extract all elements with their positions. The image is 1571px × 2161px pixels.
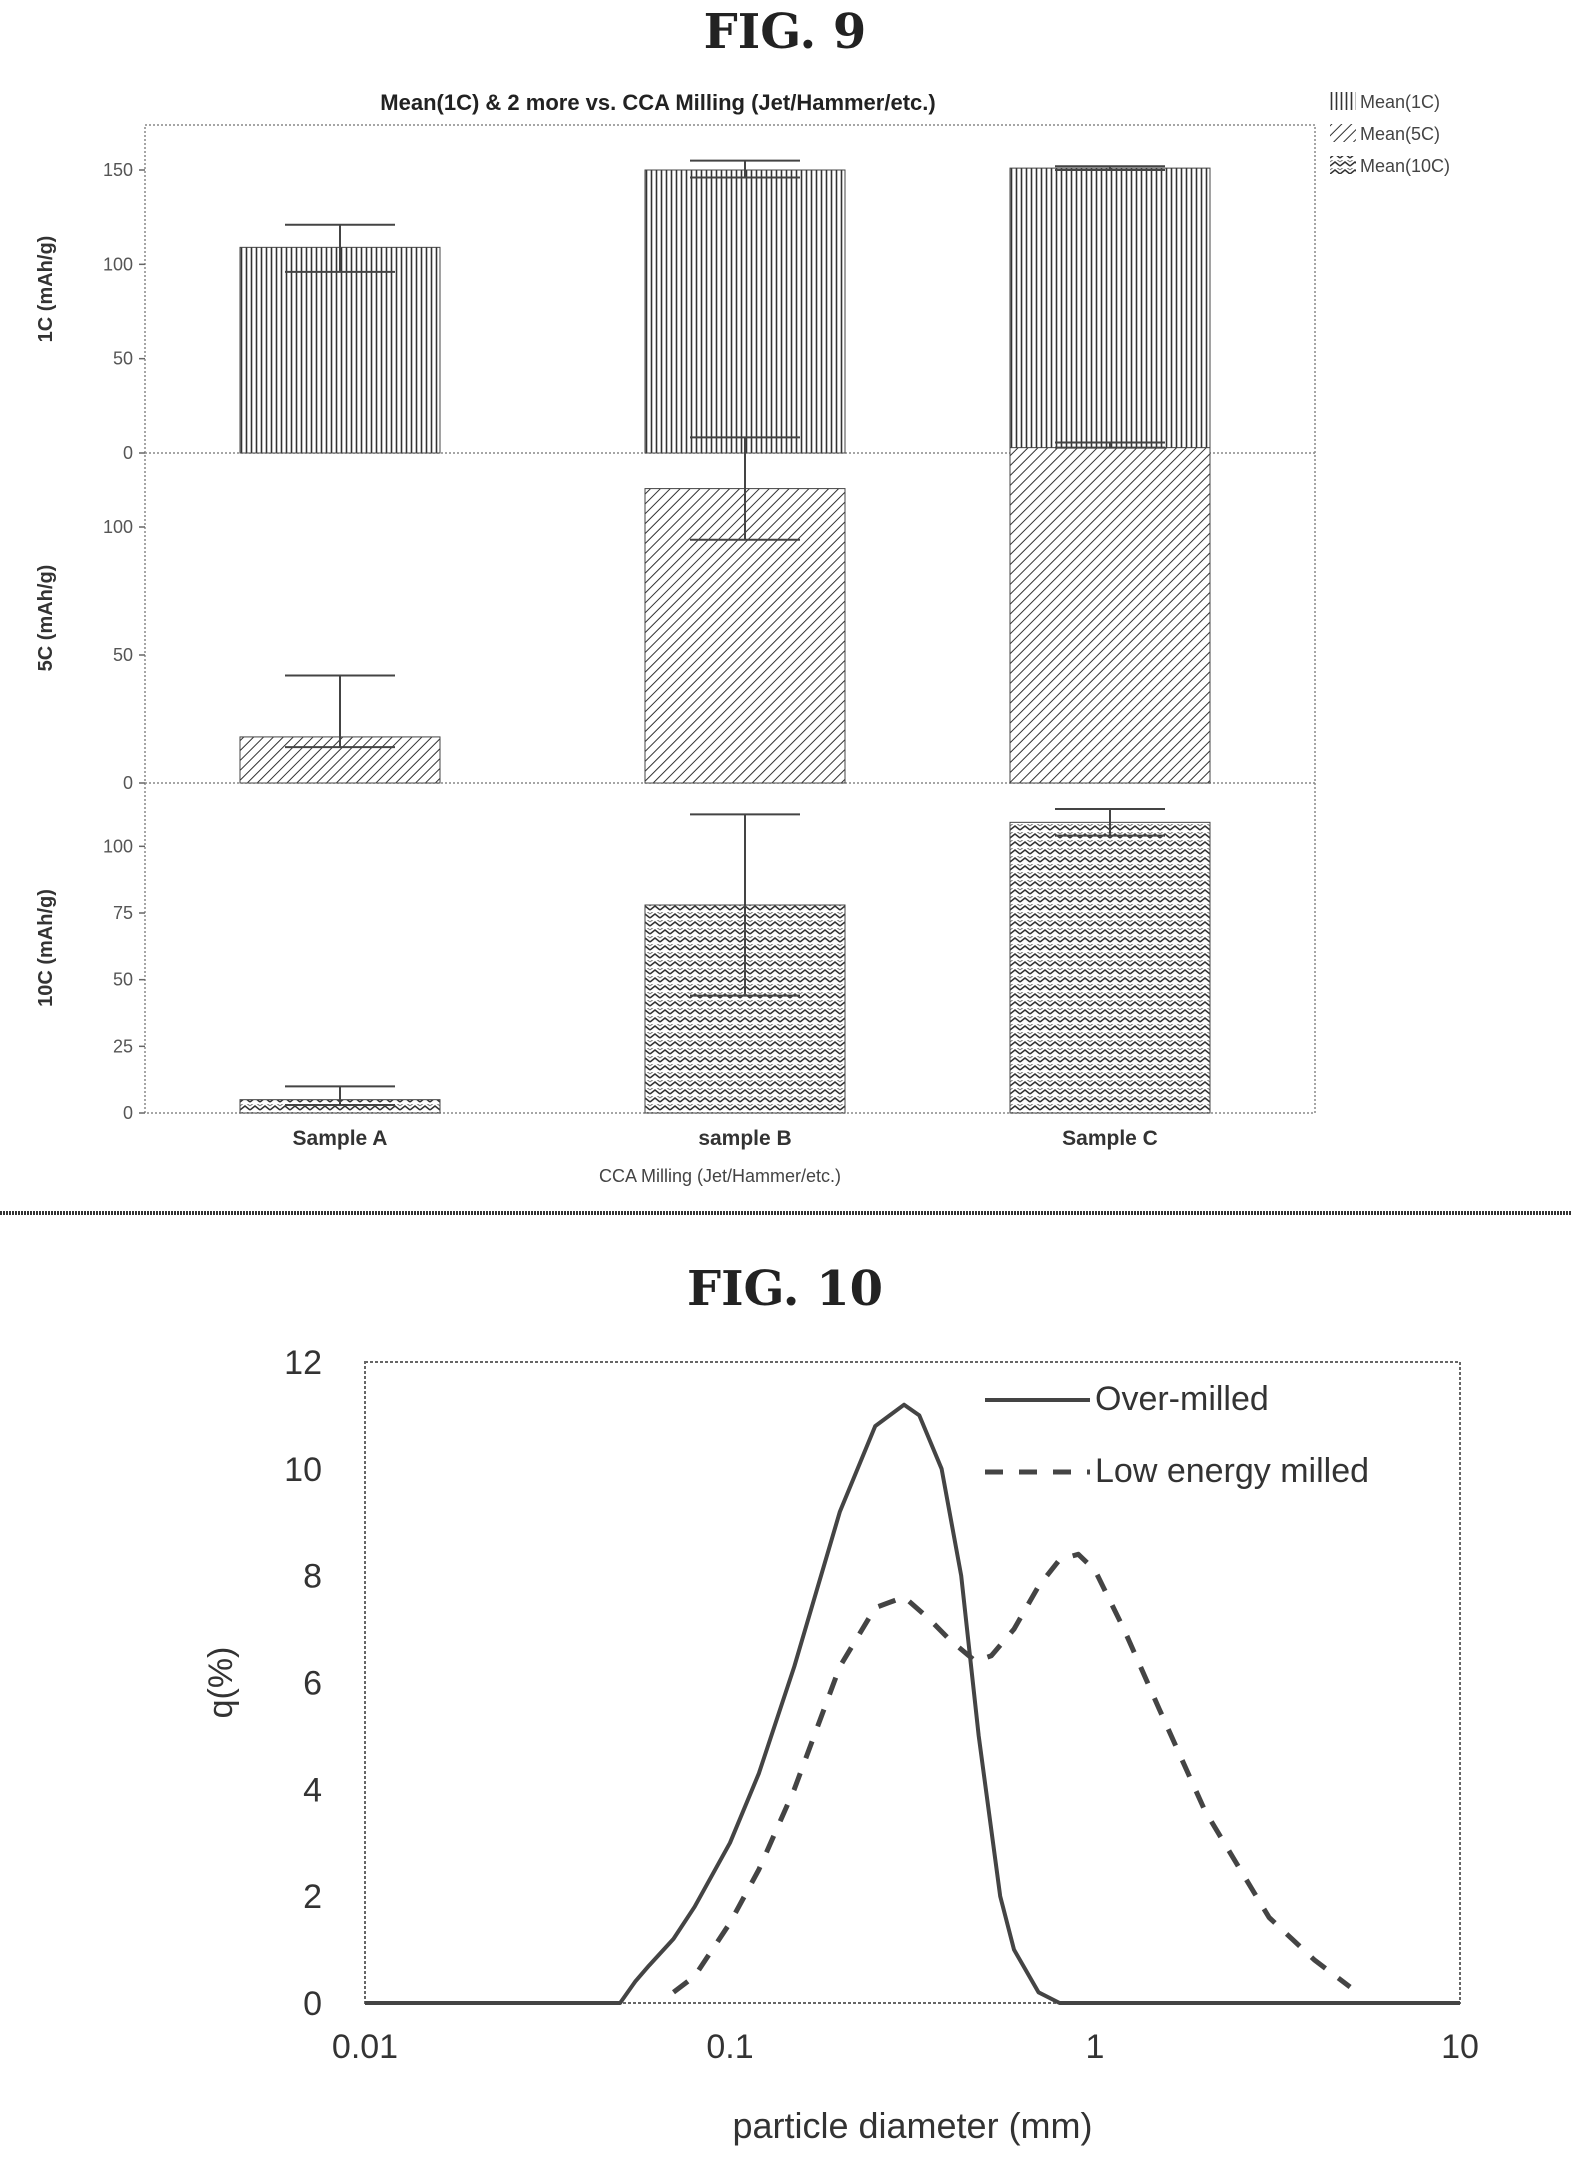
fig9-chart-title: Mean(1C) & 2 more vs. CCA Milling (Jet/H…	[380, 90, 935, 115]
fig9-legend: Mean(1C) Mean(5C) Mean(10C)	[1330, 92, 1450, 176]
yaxis-title-mean-1c: 1C (mAh/g)	[35, 236, 57, 343]
ytick-label-mean-5c-100: 100	[103, 517, 133, 537]
fig10-legend: Over-milled Low energy milled	[985, 1380, 1369, 1490]
ytick-label-mean-5c-0: 0	[123, 773, 133, 793]
fig10-ytick-label-2: 2	[303, 1878, 322, 1916]
fig10-ytick-label-8: 8	[303, 1558, 322, 1596]
ytick-label-mean-1c-150: 150	[103, 160, 133, 180]
fig10-lines	[365, 1405, 1460, 2003]
fig10-xaxis-title: particle diameter (mm)	[732, 2105, 1092, 2146]
fig10-ytick-label-6: 6	[303, 1665, 322, 1703]
fig9-figure-label: FIG. 9	[704, 4, 867, 60]
bar-mean-1c-sample-c	[1010, 168, 1210, 453]
fig10-ytick-label-12: 12	[284, 1344, 322, 1382]
fig9-axes: 0 50 100 150 1C (mAh/g) 0 50 100 5C (mAh/g) 0 25 50…	[35, 160, 1158, 1150]
series-over-milled	[365, 1405, 1460, 2003]
bar-mean-1c-sample-b	[645, 170, 845, 453]
fig9-xaxis-title: CCA Milling (Jet/Hammer/etc.)	[599, 1166, 841, 1186]
fig10-ytick-label-0: 0	[303, 1985, 322, 2023]
fig10-ytick-label-10: 10	[284, 1451, 322, 1489]
series-low-energy-milled	[674, 1554, 1351, 1992]
ytick-label-mean-1c-50: 50	[113, 349, 133, 369]
fig10-ytick-label-4: 4	[303, 1771, 322, 1809]
yaxis-title-mean-5c: 5C (mAh/g)	[35, 565, 57, 672]
xtick-label-sample-c: Sample C	[1062, 1127, 1158, 1150]
bar-mean-10c-sample-c	[1010, 822, 1210, 1113]
ytick-label-mean-10c-0: 0	[123, 1103, 133, 1123]
yaxis-title-mean-10c: 10C (mAh/g)	[35, 889, 57, 1007]
fig10-xtick-label-1: 1	[1086, 2028, 1105, 2066]
fig10-xtick-label-0-1: 0.1	[706, 2028, 753, 2066]
legend-swatch-10c	[1330, 156, 1356, 174]
xtick-label-sample-a: Sample A	[293, 1127, 388, 1150]
legend-label-10c: Mean(10C)	[1360, 156, 1450, 176]
xtick-label-sample-b: sample B	[698, 1127, 791, 1150]
bar-mean-5c-sample-c	[1010, 448, 1210, 783]
fig9-bars	[240, 161, 1210, 1113]
ytick-label-mean-10c-100: 100	[103, 836, 133, 856]
legend-swatch-1c	[1330, 92, 1356, 110]
legend-label-over-milled: Over-milled	[1095, 1380, 1269, 1418]
legend-label-low-energy: Low energy milled	[1095, 1452, 1369, 1490]
ytick-label-mean-1c-0: 0	[123, 443, 133, 463]
fig10-figure-label: FIG. 10	[687, 1261, 883, 1317]
ytick-label-mean-1c-100: 100	[103, 254, 133, 274]
ytick-label-mean-10c-50: 50	[113, 970, 133, 990]
legend-label-1c: Mean(1C)	[1360, 92, 1440, 112]
fig10-yaxis-title: q(%)	[202, 1647, 240, 1719]
fig10-xtick-label-0-01: 0.01	[332, 2028, 398, 2066]
ytick-label-mean-5c-50: 50	[113, 645, 133, 665]
error-bar-mean-5c-sample-a	[285, 675, 395, 747]
fig10-xtick-label-10: 10	[1441, 2028, 1479, 2066]
ytick-label-mean-10c-25: 25	[113, 1036, 133, 1056]
legend-swatch-5c	[1330, 124, 1356, 142]
bar-mean-1c-sample-a	[240, 247, 440, 453]
legend-label-5c: Mean(5C)	[1360, 124, 1440, 144]
ytick-label-mean-10c-75: 75	[113, 903, 133, 923]
